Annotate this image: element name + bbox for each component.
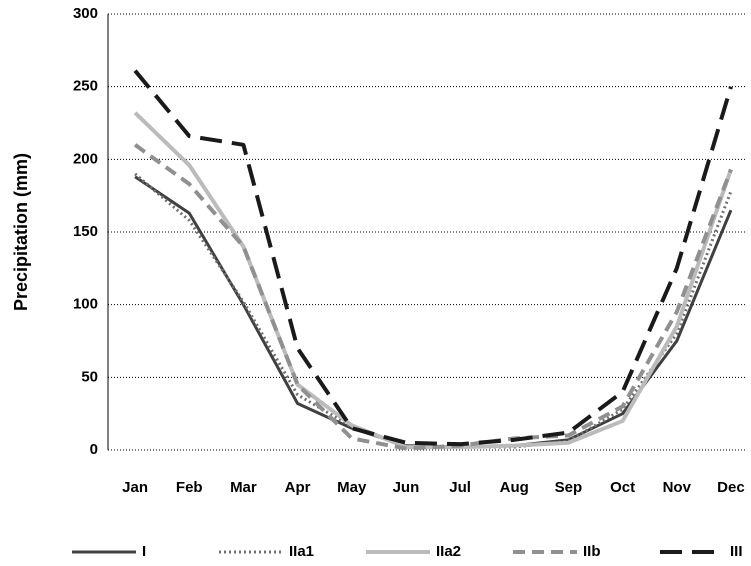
legend-label: IIa2 [436,543,461,560]
y-tick-label: 150 [73,223,98,240]
x-tick-label: Mar [230,479,257,496]
x-tick-label: Nov [663,479,692,496]
y-tick-label: 250 [73,78,98,95]
series-line [133,143,733,451]
x-tick-label: Sep [555,479,583,496]
y-tick-label: 50 [81,368,98,385]
y-tick-label: 300 [73,5,98,22]
legend-label: IIa1 [289,543,314,560]
x-tick-label: May [337,479,367,496]
series-line [133,69,733,447]
y-tick-label: 200 [73,150,98,167]
legend-label: III [730,543,743,560]
y-tick-label: 0 [90,441,98,458]
y-axis-label: Precipitation (mm) [11,153,31,311]
x-tick-label: Dec [717,479,745,496]
x-tick-label: Apr [285,479,311,496]
y-tick-label: 100 [73,296,98,313]
series-line [133,111,733,450]
x-tick-label: Jun [393,479,420,496]
x-tick-label: Oct [610,479,635,496]
x-tick-label: Aug [500,479,529,496]
x-tick-label: Feb [176,479,203,496]
legend-label: I [142,543,146,560]
x-tick-label: Jul [449,479,471,496]
legend-label: IIb [583,543,601,560]
x-tick-label: Jan [122,479,148,496]
